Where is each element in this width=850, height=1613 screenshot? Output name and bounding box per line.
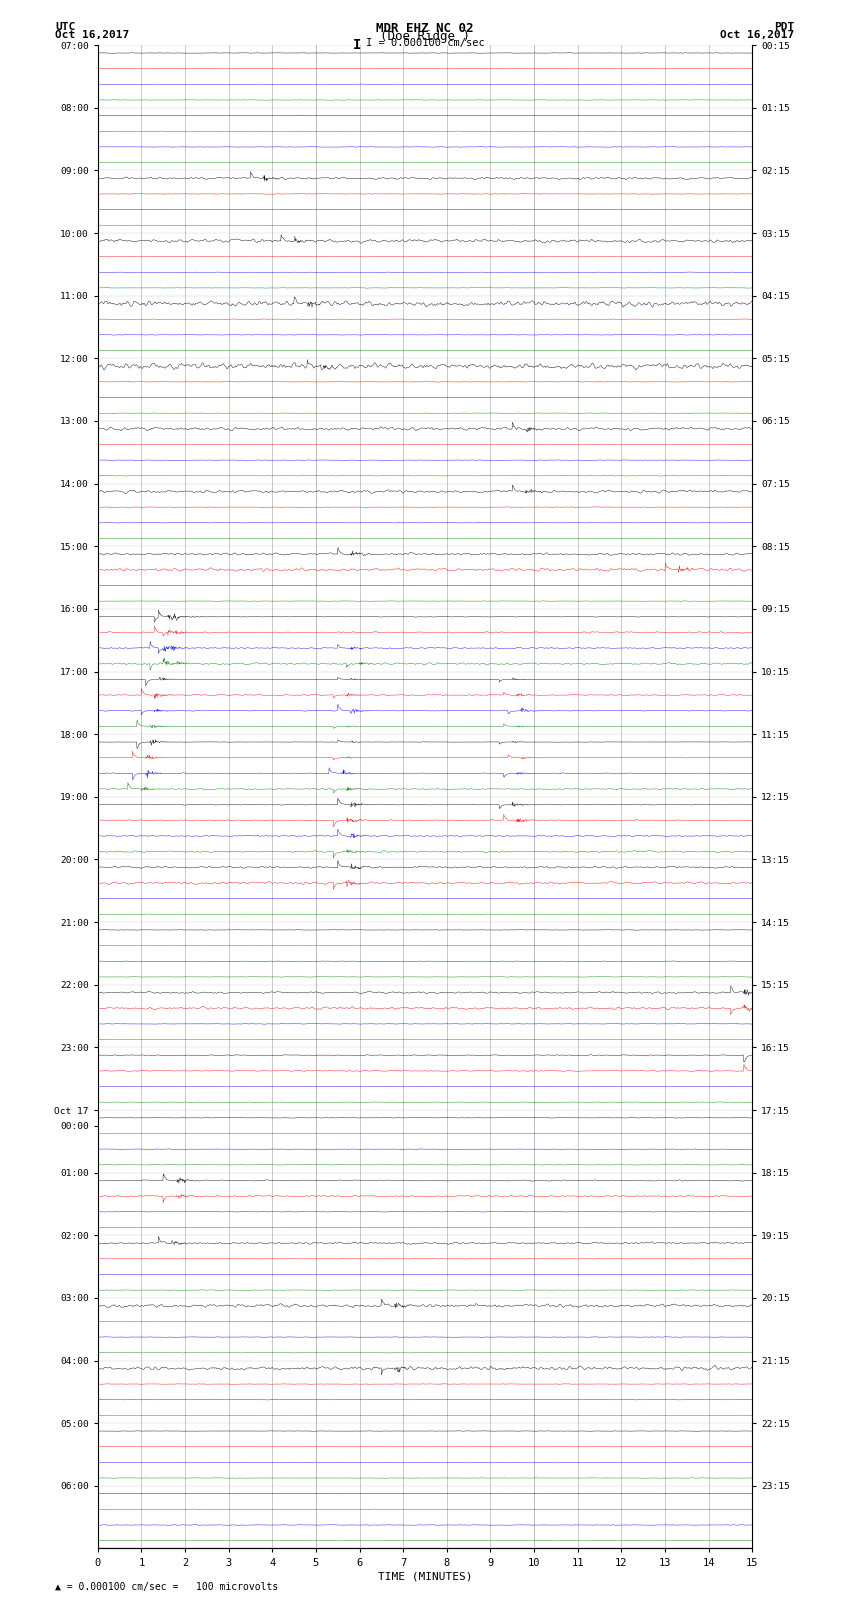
Text: Oct 16,2017: Oct 16,2017 [55, 31, 129, 40]
Text: ▲ = 0.000100 cm/sec =   100 microvolts: ▲ = 0.000100 cm/sec = 100 microvolts [55, 1582, 279, 1592]
Text: MDR EHZ NC 02: MDR EHZ NC 02 [377, 23, 473, 35]
Text: PDT: PDT [774, 23, 795, 32]
Text: I = 0.000100 cm/sec: I = 0.000100 cm/sec [366, 37, 484, 48]
Text: Oct 16,2017: Oct 16,2017 [721, 31, 795, 40]
X-axis label: TIME (MINUTES): TIME (MINUTES) [377, 1571, 473, 1582]
Text: UTC: UTC [55, 23, 76, 32]
Text: (Doe Ridge ): (Doe Ridge ) [380, 31, 470, 44]
Text: I: I [353, 37, 361, 52]
